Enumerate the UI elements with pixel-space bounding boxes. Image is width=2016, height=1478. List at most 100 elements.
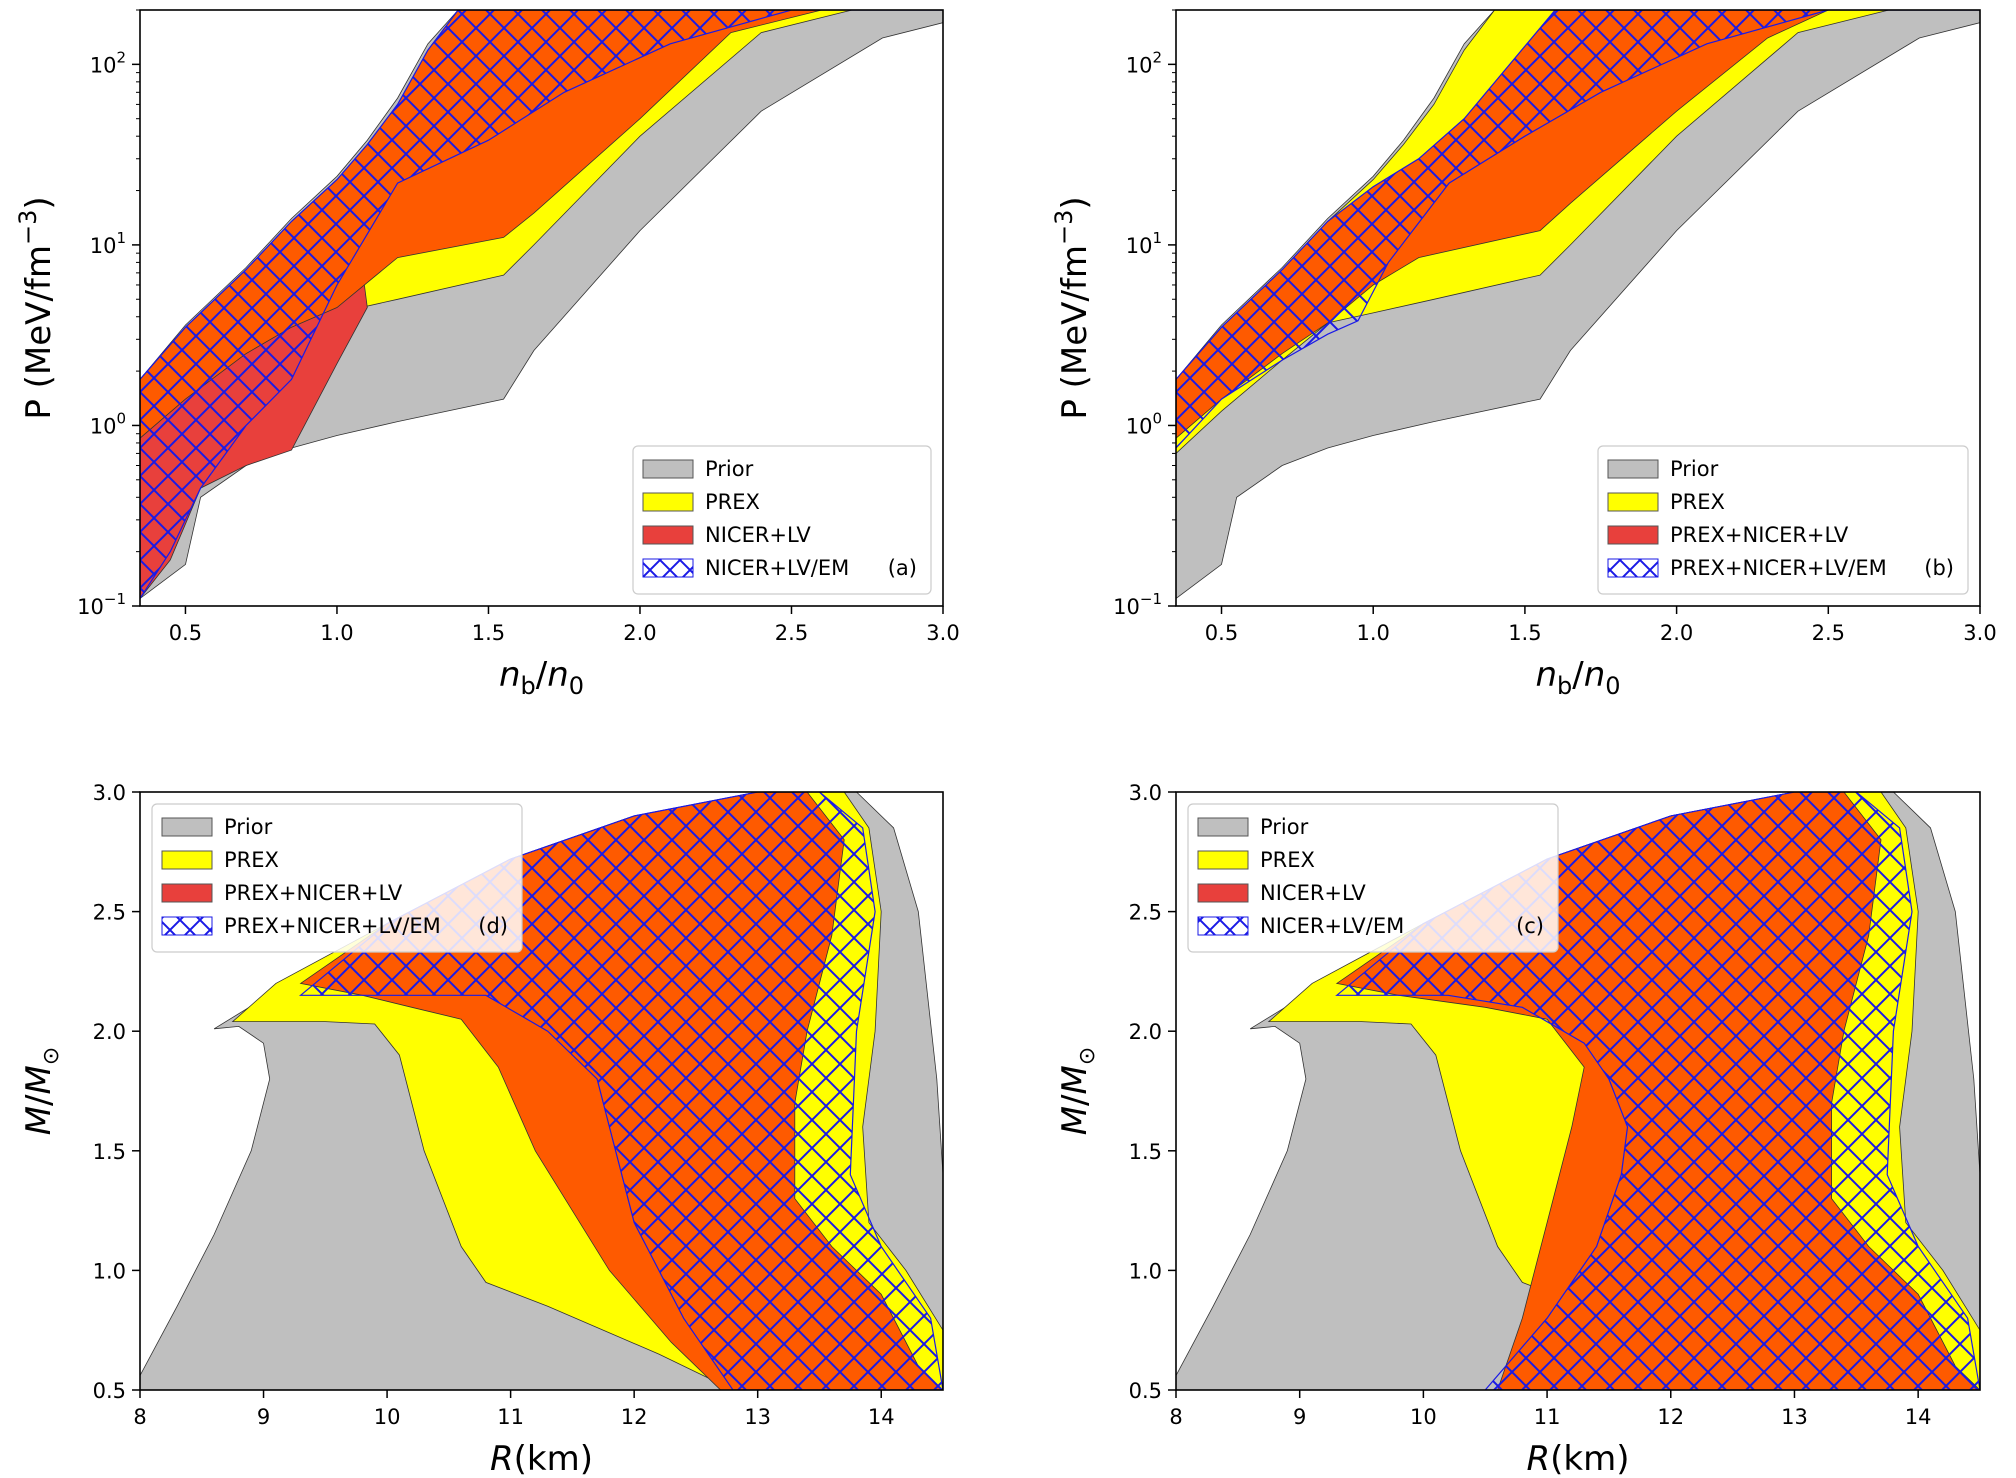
x-tick-label: 9 <box>257 1405 270 1429</box>
chart-panel-d: 8 9 10 11 12 13 14 0.5 1.0 1.5 2.0 2.5 3.0 R(km) M/M⊙ P… <box>19 781 944 1478</box>
x-tick-label: 1.5 <box>472 621 505 645</box>
legend-label: PREX+NICER+LV/EM <box>1670 556 1887 580</box>
legend-box <box>1187 803 1559 953</box>
legend-swatch <box>642 459 694 479</box>
panel-tag: (a) <box>888 556 917 580</box>
legend-swatch <box>1607 525 1659 545</box>
y-tick-label: 2.0 <box>93 1020 126 1044</box>
y-tick-label: 101 <box>1126 229 1162 258</box>
y-axis-label: M/M⊙ <box>19 1047 64 1136</box>
axes-frame <box>1175 9 1981 607</box>
x-tick-label: 2.0 <box>623 621 656 645</box>
chart-panel-c: 8 9 10 11 12 13 14 0.5 1.0 1.5 2.0 2.5 3.0 R(km) M/M⊙ P… <box>1055 781 1981 1478</box>
panel-tag: (d) <box>478 914 508 938</box>
x-tick-label: 2.5 <box>1812 621 1845 645</box>
legend-swatch <box>1607 492 1659 512</box>
y-tick-label: 3.0 <box>93 781 126 805</box>
legend-swatch <box>161 916 213 936</box>
y-tick-label: 102 <box>1126 48 1162 77</box>
legend-swatch <box>642 525 694 545</box>
y-tick-label: 0.5 <box>93 1379 126 1403</box>
y-tick-label: 10−1 <box>1113 590 1162 619</box>
x-tick-label: 10 <box>1410 1405 1437 1429</box>
axes-frame <box>1175 791 1981 1391</box>
series-band-prior <box>140 10 943 599</box>
y-tick-label: 2.0 <box>1129 1020 1162 1044</box>
x-tick-label: 1.0 <box>1357 621 1390 645</box>
x-tick-label: 11 <box>1534 1405 1561 1429</box>
legend-label: PREX+NICER+LV <box>1670 523 1849 547</box>
y-tick-label: 1.0 <box>93 1259 126 1283</box>
x-axis-label: R(km) <box>490 1439 593 1478</box>
legend-label: NICER+LV/EM <box>1260 914 1404 938</box>
axes-frame <box>139 9 944 607</box>
x-tick-label: 0.5 <box>1205 621 1238 645</box>
x-tick-label: 11 <box>497 1405 524 1429</box>
y-tick-label: 2.5 <box>1129 901 1162 925</box>
y-tick-label: 1.0 <box>1129 1259 1162 1283</box>
x-tick-label: 1.0 <box>320 621 353 645</box>
x-tick-label: 14 <box>868 1405 895 1429</box>
legend-swatch <box>642 558 694 578</box>
legend-label: NICER+LV/EM <box>705 556 849 580</box>
x-tick-label: 14 <box>1905 1405 1932 1429</box>
legend-label: Prior <box>705 457 754 481</box>
y-tick-label: 100 <box>90 409 126 438</box>
x-tick-label: 12 <box>621 1405 648 1429</box>
legend-swatch <box>1197 850 1249 870</box>
x-tick-label: 10 <box>374 1405 401 1429</box>
legend: Prior PREX NICER+LV NICER+LV/EM (c) <box>1187 803 1559 953</box>
y-axis-label: P (MeV/fm−3) <box>1050 196 1095 419</box>
y-axis-label: P (MeV/fm−3) <box>14 196 59 419</box>
legend-label: PREX+NICER+LV <box>224 881 403 905</box>
legend-swatch <box>1197 916 1249 936</box>
x-tick-label: 0.5 <box>169 621 202 645</box>
x-tick-label: 2.0 <box>1660 621 1693 645</box>
legend-label: Prior <box>1260 815 1309 839</box>
legend-box <box>151 803 523 953</box>
y-tick-label: 1.5 <box>1129 1140 1162 1164</box>
axes-frame <box>139 791 944 1391</box>
legend-swatch <box>161 883 213 903</box>
legend-swatch <box>161 850 213 870</box>
legend-swatch <box>1607 459 1659 479</box>
series-band-prex-nicer-lv-em <box>1176 10 1980 449</box>
x-axis-label: nb/n0 <box>1535 655 1620 700</box>
legend-box <box>632 445 932 595</box>
y-tick-label: 0.5 <box>1129 1379 1162 1403</box>
series-band-nicer-lv-em <box>140 10 943 600</box>
y-tick-label: 100 <box>1126 409 1162 438</box>
legend-label: PREX <box>705 490 760 514</box>
legend-swatch <box>1197 883 1249 903</box>
x-tick-label: 3.0 <box>1963 621 1996 645</box>
legend-label: PREX <box>224 848 279 872</box>
x-tick-label: 3.0 <box>926 621 959 645</box>
legend-label: PREX <box>1260 848 1315 872</box>
x-tick-label: 12 <box>1657 1405 1684 1429</box>
legend-label: NICER+LV <box>1260 881 1366 905</box>
legend: Prior PREX PREX+NICER+LV PREX+NICER+LV/EM (b… <box>1597 445 1969 595</box>
plot-area <box>140 10 943 600</box>
x-tick-label: 9 <box>1293 1405 1306 1429</box>
plot-area <box>1176 10 1980 599</box>
legend-swatch <box>642 492 694 512</box>
y-tick-label: 10−1 <box>77 590 126 619</box>
x-axis-label: R(km) <box>1527 1439 1630 1478</box>
x-tick-label: 13 <box>1781 1405 1808 1429</box>
x-tick-label: 2.5 <box>775 621 808 645</box>
panel-tag: (c) <box>1516 914 1544 938</box>
y-axis-label: M/M⊙ <box>1055 1047 1100 1136</box>
panel-tag: (b) <box>1924 556 1954 580</box>
legend-swatch <box>1607 558 1659 578</box>
y-tick-label: 101 <box>90 229 126 258</box>
legend-swatch <box>1197 817 1249 837</box>
chart-panel-a: 0.5 1.0 1.5 2.0 2.5 3.0 10−1 100 101 102 nb/n0 P (M… <box>14 9 960 700</box>
x-tick-label: 8 <box>133 1405 146 1429</box>
legend-label: PREX+NICER+LV/EM <box>224 914 441 938</box>
series-band-prior <box>1176 10 1980 599</box>
x-tick-label: 13 <box>744 1405 771 1429</box>
legend-label: NICER+LV <box>705 523 811 547</box>
legend-box <box>1597 445 1969 595</box>
y-tick-label: 2.5 <box>93 901 126 925</box>
y-tick-label: 1.5 <box>93 1140 126 1164</box>
